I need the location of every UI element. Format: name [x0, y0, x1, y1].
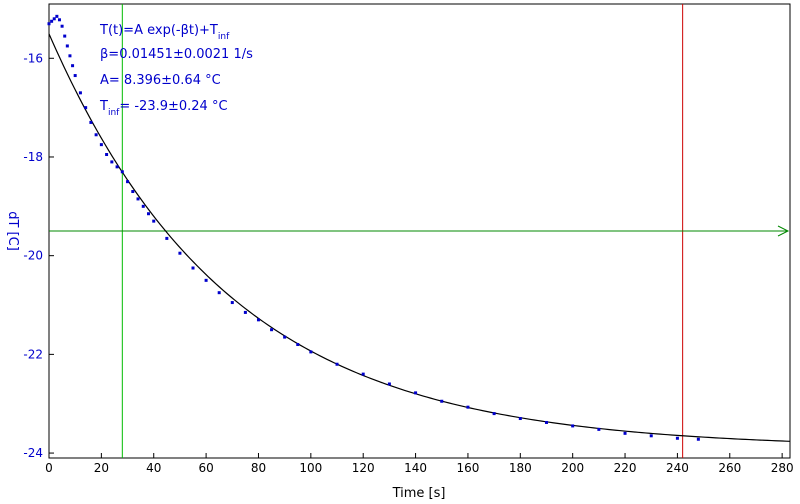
x-tick-label: 120: [352, 461, 375, 475]
data-point: [387, 382, 391, 386]
data-point: [571, 424, 575, 428]
fit-tinf-text: Tinf= -23.9±0.24 °C: [99, 99, 228, 118]
x-axis: 0 20 40 60 80 100 120 140 160 180 200 220 240 260 280: [45, 453, 794, 475]
data-point: [440, 399, 444, 403]
x-tick-label: 0: [45, 461, 53, 475]
data-series: [47, 14, 700, 441]
data-point: [243, 310, 247, 314]
data-point: [60, 24, 64, 28]
data-point: [152, 219, 156, 223]
cursors[interactable]: [49, 4, 790, 458]
y-axis: -16 -18 -20 -22 -24: [23, 51, 54, 460]
x-tick-label: 20: [94, 461, 109, 475]
x-tick-label: 240: [666, 461, 689, 475]
data-point: [165, 236, 169, 240]
data-point: [217, 291, 221, 295]
data-point: [99, 143, 103, 147]
data-point: [63, 34, 67, 38]
data-point: [256, 318, 260, 322]
y-axis-label: dT [C]: [5, 211, 20, 251]
data-point: [335, 362, 339, 366]
data-point: [230, 301, 234, 305]
data-point: [84, 106, 88, 110]
data-point: [73, 74, 77, 78]
y-tick-label: -20: [23, 249, 43, 263]
data-point: [270, 328, 274, 332]
data-point: [57, 18, 61, 22]
data-point: [361, 372, 365, 376]
data-point: [50, 19, 54, 23]
data-point: [141, 204, 145, 208]
data-point: [115, 165, 119, 169]
data-point: [296, 343, 300, 346]
fit-beta-text: β=0.01451±0.0021 1/s: [100, 47, 253, 62]
data-point: [71, 64, 75, 68]
data-point: [94, 133, 98, 137]
data-point: [147, 212, 150, 216]
data-point: [544, 420, 548, 424]
data-point: [178, 251, 182, 255]
fit-curve: [48, 33, 791, 442]
data-point: [55, 14, 59, 18]
data-point: [52, 17, 56, 21]
horizontal-cursor-arrow-icon: [777, 225, 790, 237]
data-point: [675, 436, 679, 440]
data-point: [309, 350, 313, 354]
x-tick-label: 80: [251, 461, 266, 475]
data-point: [47, 22, 51, 26]
x-tick-label: 200: [561, 461, 584, 475]
x-tick-label: 160: [456, 461, 479, 475]
data-point: [105, 153, 109, 157]
y-tick-label: -16: [23, 51, 43, 65]
x-tick-label: 260: [718, 461, 741, 475]
fit-amplitude-text: A= 8.396±0.64 °C: [100, 73, 221, 88]
x-tick-label: 220: [614, 461, 637, 475]
y-tick-label: -18: [23, 150, 43, 164]
data-point: [131, 190, 135, 194]
x-axis-label: Time [s]: [392, 486, 446, 501]
data-point: [623, 431, 627, 435]
data-point: [204, 278, 208, 282]
data-point: [492, 412, 496, 416]
data-point: [89, 120, 93, 124]
data-point: [518, 417, 522, 421]
x-tick-label: 140: [404, 461, 427, 475]
data-point: [466, 405, 470, 409]
data-point: [120, 170, 124, 174]
x-tick-label: 40: [146, 461, 161, 475]
fit-annotation: T(t)=A exp(-βt)+Tinf β=0.01451±0.0021 1/…: [99, 23, 253, 118]
data-point: [597, 427, 601, 431]
x-tick-label: 280: [771, 461, 794, 475]
fit-model-text: T(t)=A exp(-βt)+Tinf: [99, 23, 230, 42]
data-point: [649, 434, 653, 438]
data-point: [191, 266, 195, 270]
x-tick-label: 60: [198, 461, 213, 475]
data-point: [126, 180, 130, 184]
data-point: [68, 54, 72, 58]
data-point: [136, 197, 140, 201]
data-point: [65, 44, 69, 48]
y-tick-label: -24: [23, 446, 43, 460]
y-tick-label: -22: [23, 347, 43, 361]
x-tick-label: 100: [299, 461, 322, 475]
data-point: [110, 160, 114, 164]
data-point: [414, 391, 418, 395]
data-point: [78, 91, 82, 95]
data-point: [283, 335, 287, 339]
data-point: [696, 437, 700, 441]
x-tick-label: 180: [509, 461, 532, 475]
